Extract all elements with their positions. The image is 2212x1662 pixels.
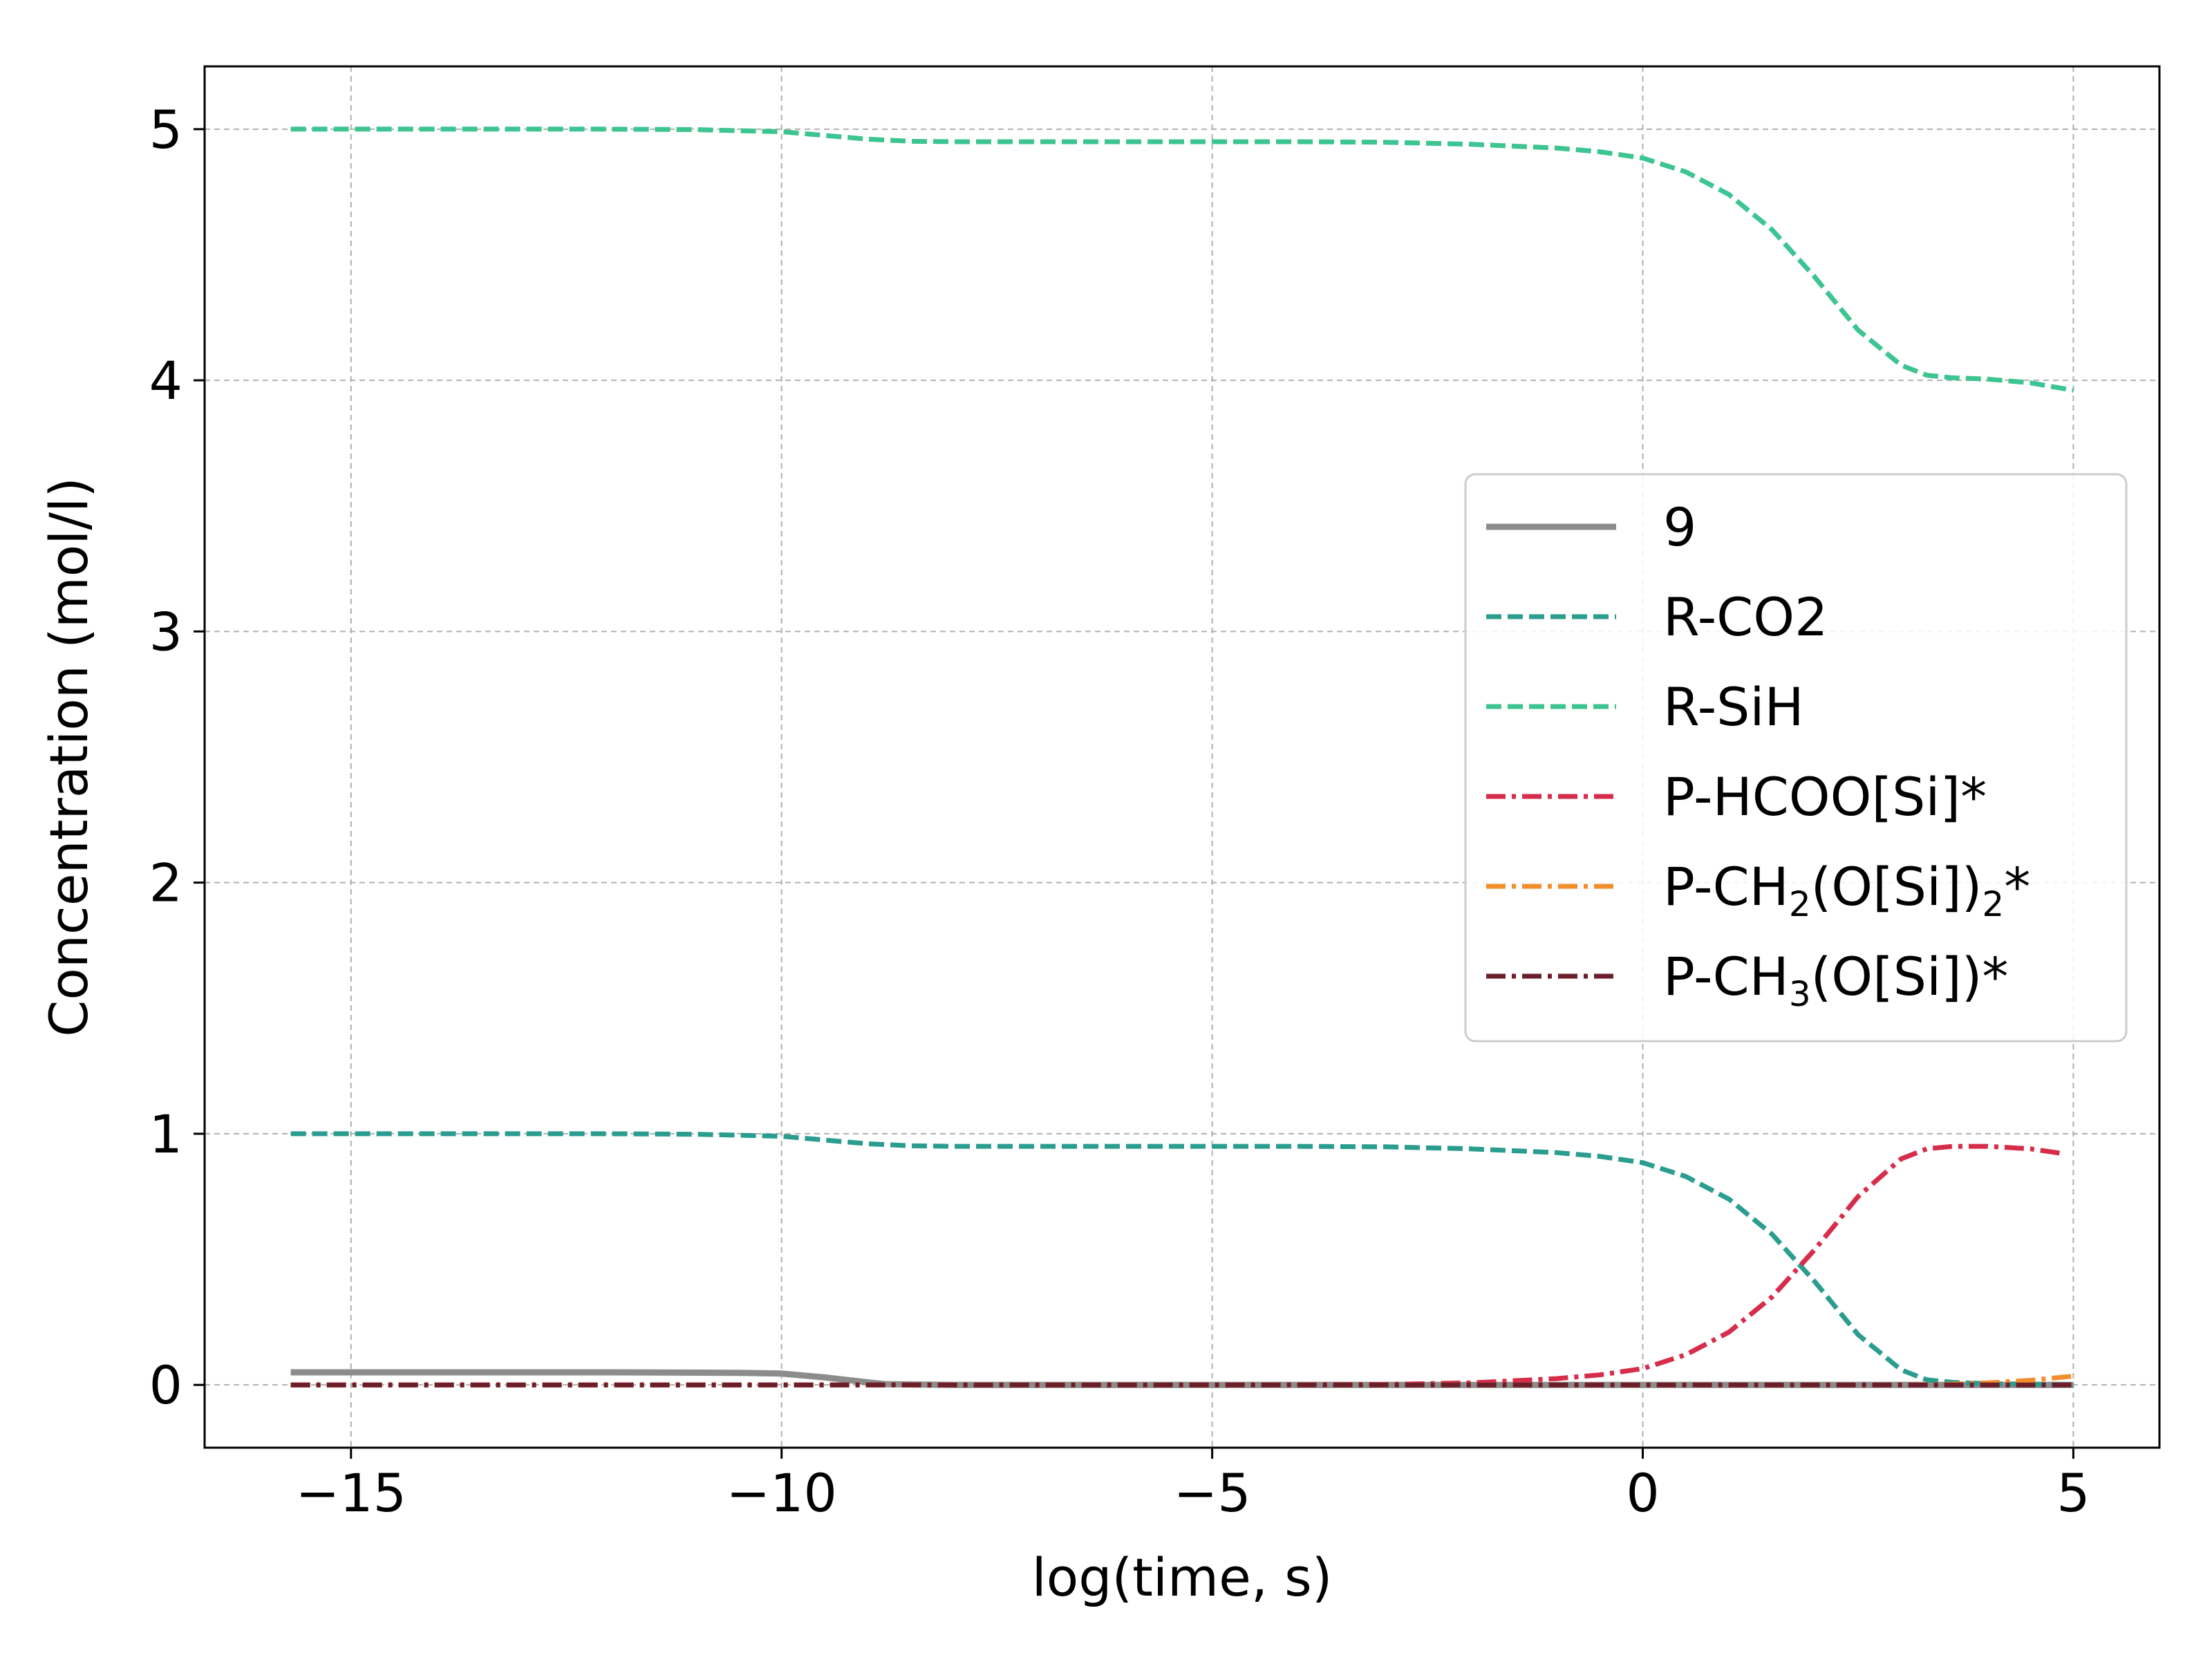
y-tick-label: 1: [149, 1103, 182, 1165]
y-tick-label: 3: [149, 601, 182, 662]
legend-label-2: R-SiH: [1663, 676, 1804, 738]
x-tick-label: −10: [727, 1462, 837, 1524]
series-line-1: [290, 1131, 2074, 1388]
legend-label-3: P-HCOO[Si]*: [1663, 766, 1987, 828]
series-line-2: [290, 127, 2074, 393]
y-tick-label: 2: [149, 852, 182, 914]
x-tick-label: 5: [2056, 1462, 2090, 1524]
y-tick-label: 5: [149, 99, 182, 160]
y-tick-label: 0: [149, 1354, 182, 1416]
x-tick-label: 0: [1626, 1462, 1659, 1524]
legend-box: [1464, 473, 2128, 1043]
legend-label-4: P-CH2(O[Si])2*: [1663, 856, 2030, 924]
plot-frame: [203, 65, 2161, 1449]
y-tick-label: 4: [149, 350, 182, 411]
legend-label-5: P-CH3(O[Si])*: [1663, 946, 2008, 1014]
legend: 9 R-CO2 R-SiH P-HCOO[Si]* P-CH2(O[Si])2* P-CH…: [1464, 473, 2128, 1043]
y-axis-label: Concentration (mol/l): [38, 477, 100, 1036]
x-tick-label: −5: [1174, 1462, 1251, 1524]
legend-label-0: 9: [1663, 496, 1696, 558]
axis-ticks: −15 −10 −5 0 5 0 1 2 3 4 5: [149, 99, 2090, 1524]
legend-label-1: R-CO2: [1663, 586, 1828, 648]
series-lines: [290, 127, 2074, 1388]
x-axis-label: log(time, s): [1032, 1547, 1333, 1608]
x-tick-label: −15: [296, 1462, 406, 1524]
